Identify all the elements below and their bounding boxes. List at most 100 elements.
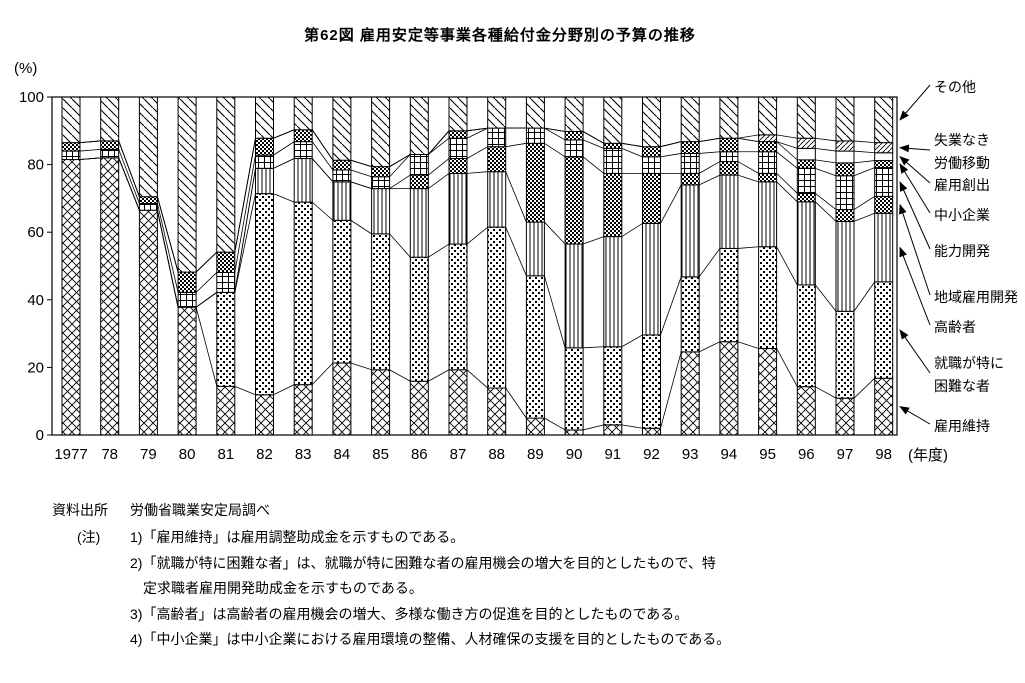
bar-segment-95-s5 bbox=[758, 141, 778, 153]
note-line-5: 4)「中小企業」は中小企業における雇用環境の整備、人材確保の支援を目的としたもの… bbox=[130, 631, 731, 647]
boundary-connector-line bbox=[311, 158, 334, 183]
bar-segment-98-s8 bbox=[874, 96, 894, 144]
boundary-connector-line bbox=[389, 174, 411, 189]
bar-segment-89-s2 bbox=[525, 221, 545, 277]
bar-segment-91-s0 bbox=[603, 424, 623, 436]
bar-segment-81-s4 bbox=[216, 271, 236, 293]
legend-arrow-shushoku-konnan bbox=[899, 329, 931, 374]
boundary-connector-line bbox=[815, 159, 837, 164]
stacked-bar-chart: 0 20 40 60 80 100 1977 78 79 80 81 82 83 84 85 86 87 88 89… bbox=[19, 84, 931, 463]
boundary-connector-line bbox=[428, 137, 450, 155]
boundary-connector-line bbox=[699, 137, 720, 143]
bar-segment-94-s5 bbox=[719, 137, 739, 153]
boundary-connector-line bbox=[350, 159, 372, 168]
bar-segment-89-s4 bbox=[525, 127, 545, 144]
boundary-connector-line bbox=[427, 130, 450, 155]
bar-segment-79-s4 bbox=[138, 202, 158, 211]
boundary-connector-line bbox=[389, 233, 411, 258]
bar-segment-90-s2 bbox=[564, 243, 584, 349]
bar-segment-86-s2 bbox=[409, 188, 429, 258]
bar-segment-85-s1 bbox=[371, 233, 391, 371]
legend-item-label: 困難な者 bbox=[934, 378, 990, 394]
boundary-connector-line bbox=[505, 387, 527, 419]
y-axis-tick-label: 0 bbox=[36, 427, 44, 444]
bar-segment-90-s4 bbox=[564, 139, 584, 158]
bar-segment-93-s2 bbox=[680, 184, 700, 278]
legend-item-label: 高齢者 bbox=[934, 319, 976, 335]
legend-item-label: 失業なき bbox=[934, 132, 990, 148]
boundary-connector-line bbox=[698, 248, 721, 278]
legend-arrow-noryoku-kaihatsu bbox=[899, 181, 931, 250]
bar-segment-81-s5 bbox=[216, 251, 236, 273]
notes-block: 資料出所 労働省職業安定局調べ (注) 1)「雇用維持」は雇用調整助成金を示すも… bbox=[52, 500, 1012, 660]
x-axis-unit-label: (年度) bbox=[908, 447, 948, 464]
bar-segment-94-s8 bbox=[719, 96, 739, 139]
legend-arrow-chiiki-koyo-kaihatsu bbox=[899, 203, 931, 296]
bar-segment-88-s0 bbox=[487, 387, 507, 436]
bar-segment-97-s0 bbox=[835, 397, 855, 436]
boundary-connector-line bbox=[660, 276, 682, 336]
legend-item-label: 労働移動 bbox=[934, 155, 990, 171]
bar-segment-97-s5 bbox=[835, 162, 855, 177]
bar-segment-78-s4 bbox=[100, 148, 120, 159]
boundary-connector-line bbox=[428, 369, 450, 382]
boundary-connector-line bbox=[234, 138, 256, 253]
bar-segment-86-s0 bbox=[409, 380, 429, 436]
boundary-connector-line bbox=[776, 134, 798, 139]
bar-segment-87-s0 bbox=[448, 369, 468, 436]
bar-segment-81-s8 bbox=[216, 96, 236, 253]
bar-segment-91-s5 bbox=[603, 142, 623, 149]
bar-segment-94-s0 bbox=[719, 341, 739, 436]
bar-segment-83-s0 bbox=[293, 384, 313, 436]
bar-segment-82-s1 bbox=[255, 193, 274, 396]
bar-segment-89-s8 bbox=[525, 96, 545, 129]
bar-segment-84-s5 bbox=[332, 159, 352, 171]
boundary-connector-line bbox=[583, 424, 604, 431]
bar-segment-97-s8 bbox=[835, 96, 855, 142]
bar-segment-83-s2 bbox=[293, 158, 313, 203]
bar-segment-90-s1 bbox=[564, 347, 584, 431]
bar-segment-84-s8 bbox=[332, 96, 352, 161]
boundary-connector-line bbox=[815, 201, 837, 222]
bar-segment-96-s0 bbox=[796, 386, 816, 436]
bar-segment-91-s4 bbox=[603, 147, 623, 174]
bar-segment-88-s3 bbox=[487, 146, 507, 173]
boundary-connector-line bbox=[466, 369, 488, 389]
boundary-connector-line bbox=[350, 220, 372, 235]
bar-segment-78-s0 bbox=[100, 157, 120, 436]
x-axis-tick-label: 78 bbox=[101, 446, 118, 463]
bar-segment-96-s2 bbox=[796, 201, 816, 286]
legend-arrow-chusho-kigyo bbox=[899, 163, 931, 214]
bar-segment-82-s5 bbox=[255, 137, 274, 156]
bar-segment-87-s2 bbox=[448, 172, 468, 245]
bar-segment-90-s3 bbox=[564, 156, 584, 245]
boundary-connector-line bbox=[737, 341, 759, 349]
legend-item-chiiki-koyo-kaihatsu: 地域雇用開発 bbox=[934, 286, 1018, 309]
bar-segment-88-s4 bbox=[487, 127, 507, 148]
boundary-connector-line bbox=[157, 210, 179, 308]
source-text: 労働省職業安定局調べ bbox=[130, 502, 270, 518]
bar-segment-88-s2 bbox=[487, 171, 507, 228]
boundary-connector-line bbox=[273, 129, 295, 139]
bar-segment-98-s3 bbox=[874, 195, 894, 214]
bar-segment-92-s1 bbox=[642, 334, 661, 429]
boundary-connector-line bbox=[737, 161, 759, 174]
boundary-connector-line bbox=[466, 127, 488, 139]
boundary-connector-line bbox=[234, 168, 256, 293]
bar-segment-96-s8 bbox=[796, 96, 816, 139]
x-axis-tick-label: 90 bbox=[566, 446, 583, 463]
bar-segment-95-s7 bbox=[758, 134, 778, 143]
boundary-connector-line bbox=[505, 171, 527, 223]
boundary-connector-line bbox=[737, 134, 759, 139]
x-axis-tick-label: 98 bbox=[875, 446, 892, 463]
x-axis-tick-label: 84 bbox=[334, 446, 351, 463]
bar-segment-79-s8 bbox=[138, 96, 158, 198]
bar-segment-85-s0 bbox=[371, 369, 391, 436]
bar-segment-87-s5 bbox=[448, 130, 468, 139]
bar-segment-98-s6 bbox=[874, 152, 894, 162]
boundary-connector-line bbox=[195, 307, 218, 387]
bar-segment-79-s5 bbox=[138, 196, 158, 204]
legend-item-koyo-iji: 雇用維持 bbox=[934, 415, 990, 438]
boundary-connector-line bbox=[544, 275, 566, 348]
legend-item-label: その他 bbox=[934, 79, 976, 95]
